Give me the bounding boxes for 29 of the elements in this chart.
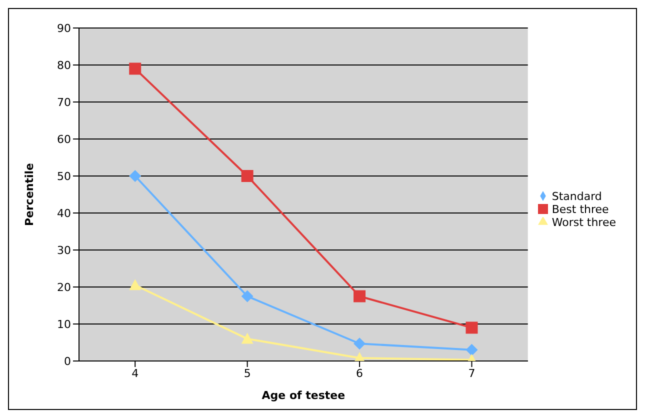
x-tick-label: 5 [244,366,251,380]
point [354,338,366,350]
y-tick-label: 30 [57,244,71,257]
x-tick-label: 6 [356,366,364,380]
y-tick-label: 0 [64,354,71,368]
y-tick-label: 40 [57,206,71,220]
point [466,322,478,334]
point [354,290,366,302]
y-tick-label: 10 [57,318,71,331]
x-tick-label: 4 [132,366,139,380]
point [241,290,254,302]
y-tick-label: 80 [57,58,71,72]
legend-label: Standard [552,190,602,202]
point [129,279,142,290]
legend-label: Best three [552,202,609,216]
x-tick-label: 7 [468,366,476,380]
legend-label: Worst three [552,216,616,228]
y-tick-label: 20 [57,280,71,294]
y-tick-label: 60 [57,132,71,146]
point [241,170,254,182]
x-axis-title: Age of testee [262,389,346,402]
point [241,332,254,344]
y-tick-label: 90 [57,22,71,35]
y-axis-title: Percentile [22,162,36,226]
y-tick-label: 50 [57,170,71,183]
point [129,170,142,182]
point [466,344,478,356]
point [129,62,142,75]
y-tick-label: 70 [57,96,71,109]
